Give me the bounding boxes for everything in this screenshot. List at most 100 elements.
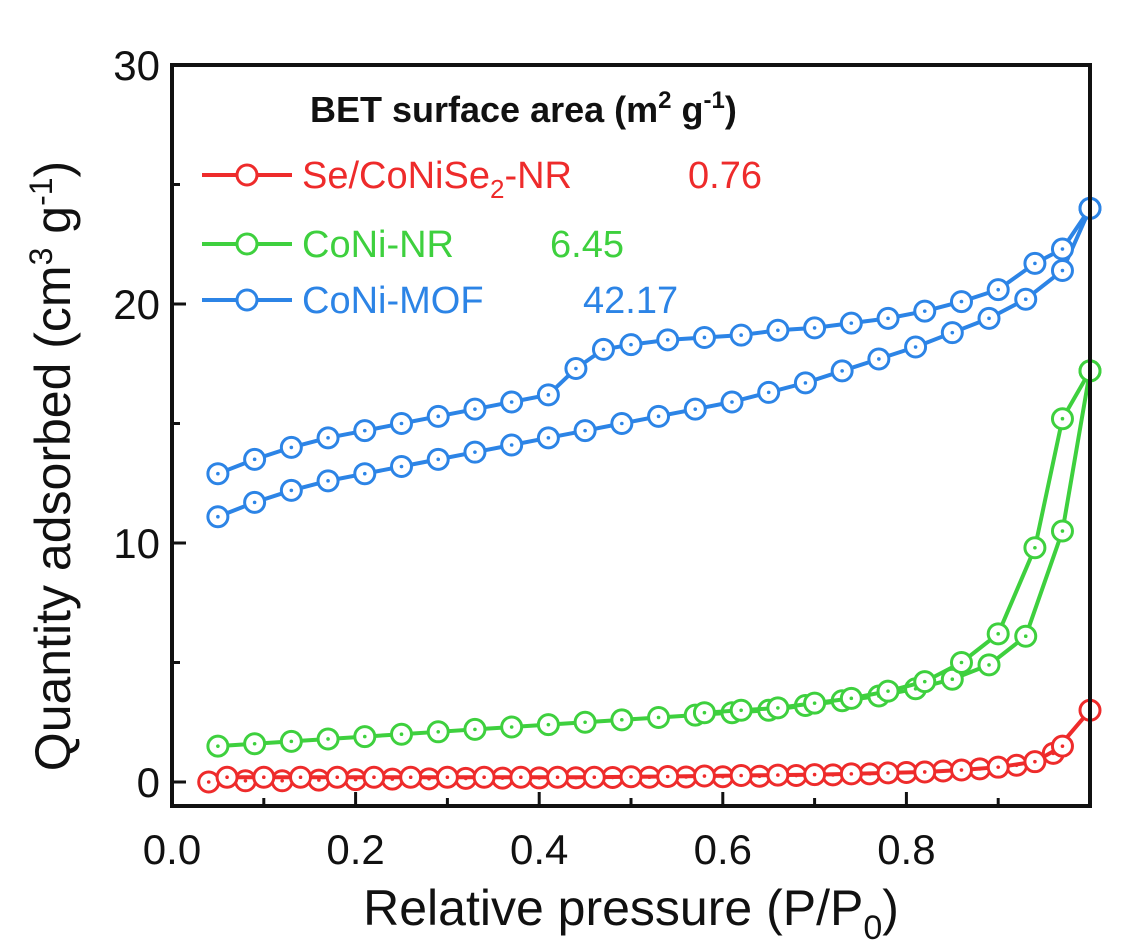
- data-point-dot-coni-mof: [546, 436, 551, 440]
- x-tick-label: 0.4: [510, 826, 568, 873]
- legend-label-se-coniSe2-pre: Se/CoNiSe: [302, 155, 490, 197]
- data-point-dot-coni-mof: [776, 328, 780, 333]
- data-point-dot-coni-mof: [326, 479, 330, 483]
- data-point-dot-coni-nr: [959, 660, 964, 665]
- data-point-dot-se-conise2-nr: [1060, 744, 1065, 748]
- legend-marker-coni-mof: [235, 288, 259, 312]
- data-point-dot-coni-nr: [509, 725, 514, 729]
- y-tick-label: 20: [113, 281, 160, 328]
- legend-title-main: BET surface area (m: [310, 89, 658, 130]
- legend-value-coni-nr: 6.45: [550, 224, 624, 266]
- data-point-dot-coni-nr: [886, 689, 890, 693]
- data-point-dot-coni-mof: [1033, 261, 1037, 266]
- data-point-dot-coni-mof: [326, 436, 330, 440]
- data-point-dot-coni-mof: [996, 287, 1000, 292]
- data-point-dot-se-conise2-nr: [243, 779, 248, 783]
- x-tick-label: 0.6: [694, 826, 752, 873]
- data-point-dot-coni-mof: [362, 428, 367, 433]
- data-point-dot-coni-mof: [702, 335, 707, 340]
- data-point-dot-coni-nr: [1060, 529, 1065, 533]
- legend-value-se-coniSe2: 0.76: [688, 155, 762, 197]
- data-point-dot-coni-mof: [601, 347, 606, 352]
- data-point-dot-coni-mof: [216, 514, 220, 519]
- data-point-dot-coni-mof: [812, 326, 817, 330]
- data-point-dot-se-conise2-nr: [555, 775, 560, 780]
- plot-marks: [197, 196, 1102, 794]
- data-point-dot-coni-nr: [1023, 634, 1028, 639]
- data-point-dot-coni-mof: [656, 414, 661, 419]
- data-point-dot-coni-mof: [546, 393, 551, 397]
- y-axis-label-sup2: -1: [23, 177, 59, 205]
- data-point-dot-coni-mof: [509, 443, 514, 447]
- legend-label-se-coniSe2: Se/CoNiSe2-NR: [302, 155, 572, 204]
- data-point-dot-coni-mof: [730, 400, 734, 404]
- legend: BET surface area (m2 g-1) Se/CoNiSe2-NR …: [202, 87, 762, 322]
- data-point-dot-coni-mof: [1060, 247, 1065, 251]
- legend-label-coni-mof: CoNi-MOF: [302, 280, 484, 322]
- data-point-dot-coni-nr: [252, 741, 257, 746]
- data-point-dot-se-conise2-nr: [408, 775, 413, 780]
- data-point-dot-coni-nr: [922, 679, 927, 684]
- y-tick-label: 10: [113, 520, 160, 567]
- data-point-dot-coni-mof: [1023, 297, 1028, 302]
- data-point-dot-coni-mof: [1060, 268, 1065, 273]
- data-point-dot-coni-nr: [326, 737, 330, 741]
- data-point-dot-coni-mof: [629, 342, 633, 347]
- x-tick-label: 0.2: [326, 826, 384, 873]
- data-point-dot-coni-nr: [362, 734, 367, 739]
- data-point-dot-se-conise2-nr: [262, 775, 266, 780]
- legend-title-sup1: 2: [658, 87, 671, 114]
- data-point-dot-coni-mof: [620, 421, 624, 426]
- legend-title-end: ): [725, 89, 737, 130]
- data-point-dot-coni-mof: [473, 450, 477, 454]
- data-point-dot-coni-nr: [436, 730, 441, 734]
- data-point-dot-coni-mof: [362, 471, 367, 476]
- y-axis-label-main: Quantity adsorbed (cm: [25, 265, 81, 771]
- data-point-dot-coni-nr: [849, 696, 854, 701]
- data-point-dot-coni-nr: [289, 739, 294, 744]
- data-point-dot-coni-mof: [739, 333, 743, 337]
- data-point-dot-se-conise2-nr: [996, 765, 1000, 769]
- data-point-dot-se-conise2-nr: [298, 775, 303, 780]
- data-point-dot-se-conise2-nr: [886, 771, 890, 775]
- x-axis-label: Relative pressure (P/P0): [363, 880, 899, 947]
- data-point-dot-coni-nr: [739, 708, 743, 713]
- legend-value-coni-mof: 42.17: [583, 280, 678, 322]
- data-point-dot-se-conise2-nr: [739, 773, 743, 778]
- data-point-dot-coni-mof: [289, 488, 294, 493]
- data-point-dot-coni-mof: [959, 299, 964, 304]
- data-point-dot-coni-nr: [950, 677, 955, 682]
- data-point-dot-coni-nr: [620, 718, 624, 722]
- data-point-dot-coni-nr: [216, 744, 220, 748]
- data-point-dot-coni-mof: [574, 366, 578, 371]
- data-point-dot-se-conise2-nr: [922, 770, 927, 774]
- data-point-dot-coni-nr: [702, 710, 707, 715]
- data-point-dot-coni-mof: [509, 400, 514, 404]
- legend-title: BET surface area (m2 g-1): [310, 87, 737, 130]
- x-axis-label-subscript: 0: [863, 909, 882, 947]
- y-axis-label-end: ): [25, 161, 81, 178]
- data-point-dot-coni-nr: [583, 720, 587, 725]
- data-point-dot-se-conise2-nr: [849, 772, 854, 776]
- data-point-dot-coni-mof: [766, 390, 771, 395]
- data-point-dot-se-conise2-nr: [335, 775, 340, 780]
- legend-label-se-coniSe2-sub: 2: [490, 174, 504, 204]
- data-point-dot-coni-mof: [922, 309, 927, 313]
- data-point-dot-coni-mof: [583, 428, 587, 433]
- legend-marker-se-coniSe2: [235, 163, 259, 187]
- data-point-dot-se-conise2-nr: [372, 775, 376, 780]
- data-point-dot-coni-nr: [473, 727, 477, 732]
- x-axis-label-main: Relative pressure (P/P: [363, 880, 863, 936]
- data-point-dot-coni-nr: [1060, 416, 1065, 421]
- data-point-dot-coni-mof: [252, 500, 257, 505]
- data-point-dot-coni-mof: [987, 316, 991, 321]
- data-point-dot-coni-nr: [996, 632, 1000, 636]
- data-point-dot-coni-mof: [693, 407, 698, 411]
- y-axis-label: Quantity adsorbed (cm3 g-1): [23, 161, 81, 771]
- legend-label-coni-nr: CoNi-NR: [302, 224, 454, 266]
- data-point-dot-coni-mof: [436, 414, 441, 419]
- data-point-dot-coni-mof: [803, 381, 808, 385]
- data-point-dot-se-conise2-nr: [445, 775, 450, 780]
- legend-entry-coni-mof: CoNi-MOF 42.17: [202, 280, 678, 322]
